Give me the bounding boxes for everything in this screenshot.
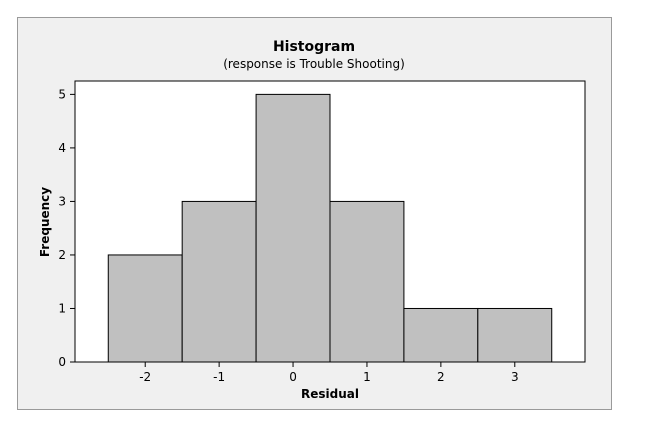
histogram-bar [107, 254, 183, 363]
histogram-bar [255, 93, 331, 363]
y-axis-ticks: 0 1 2 3 4 5 [58, 87, 75, 369]
histogram-bar [181, 200, 257, 363]
y-tick-label: 5 [58, 87, 66, 101]
chart-title: Histogram [273, 39, 355, 55]
y-tick-label: 3 [58, 194, 66, 208]
histogram-bar [477, 307, 553, 363]
chart-subtitle: (response is Trouble Shooting) [223, 57, 405, 71]
bars-group [107, 93, 553, 363]
x-tick-label: -2 [139, 370, 151, 384]
y-tick-label: 4 [58, 141, 66, 155]
x-tick-label: 1 [363, 370, 371, 384]
histogram-bar [403, 307, 479, 363]
y-tick-label: 0 [58, 355, 66, 369]
x-axis-label: Residual [301, 387, 359, 401]
y-tick-label: 2 [58, 248, 66, 262]
x-tick-label: 0 [289, 370, 297, 384]
histogram-bar [329, 200, 405, 363]
x-tick-label: -1 [213, 370, 225, 384]
y-axis-label: Frequency [38, 187, 52, 257]
x-tick-label: 3 [511, 370, 519, 384]
y-tick-label: 1 [58, 301, 66, 315]
x-tick-label: 2 [437, 370, 445, 384]
x-axis-ticks: -2 -1 0 1 2 3 [139, 362, 519, 384]
